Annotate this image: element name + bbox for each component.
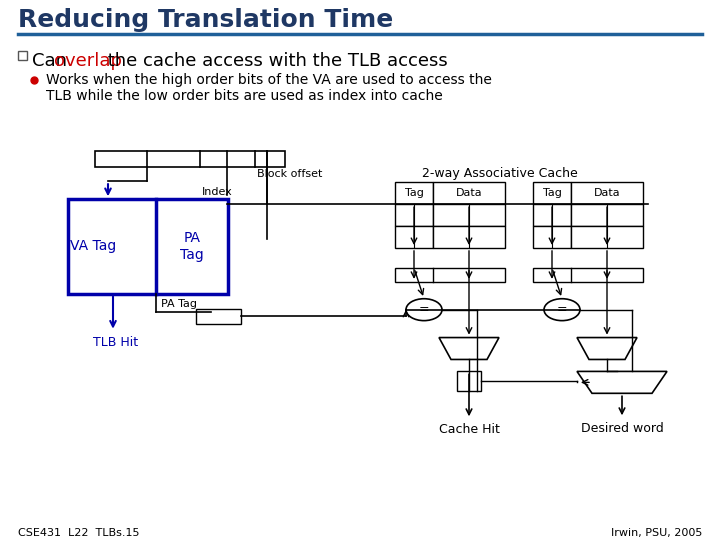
Text: the cache access with the TLB access: the cache access with the TLB access	[102, 52, 448, 70]
Text: Cache Hit: Cache Hit	[438, 423, 500, 436]
Bar	[68, 199, 228, 294]
Polygon shape	[577, 372, 667, 393]
Bar	[571, 182, 643, 204]
Text: PA
Tag: PA Tag	[180, 231, 204, 261]
Text: Works when the high order bits of the VA are used to access the: Works when the high order bits of the VA…	[46, 73, 492, 87]
Bar	[395, 268, 505, 282]
Text: Block offset: Block offset	[257, 169, 323, 179]
Bar	[395, 182, 433, 204]
Text: Tag: Tag	[405, 188, 423, 198]
Bar	[18, 51, 27, 60]
Bar	[533, 182, 571, 204]
Bar	[457, 372, 481, 392]
Bar	[395, 204, 433, 226]
Text: Tag: Tag	[543, 188, 562, 198]
Ellipse shape	[406, 299, 442, 321]
Text: overlap: overlap	[54, 52, 122, 70]
Text: 2-way Associative Cache: 2-way Associative Cache	[422, 167, 578, 180]
Bar	[395, 226, 433, 248]
Bar	[571, 226, 643, 248]
Text: TLB Hit: TLB Hit	[93, 335, 138, 348]
Text: PA Tag: PA Tag	[161, 299, 197, 309]
Text: =: =	[557, 303, 567, 316]
Bar	[533, 204, 571, 226]
Text: Index: Index	[202, 187, 233, 197]
Text: Data: Data	[594, 188, 621, 198]
Bar	[95, 151, 285, 167]
Text: Desired word: Desired word	[580, 422, 663, 435]
Bar	[571, 204, 643, 226]
Text: VA Tag: VA Tag	[70, 239, 116, 253]
Text: Irwin, PSU, 2005: Irwin, PSU, 2005	[611, 528, 702, 538]
Text: Reducing Translation Time: Reducing Translation Time	[18, 8, 393, 32]
Text: Data: Data	[456, 188, 482, 198]
Text: CSE431  L22  TLBs.15: CSE431 L22 TLBs.15	[18, 528, 140, 538]
Text: TLB while the low order bits are used as index into cache: TLB while the low order bits are used as…	[46, 89, 443, 103]
Polygon shape	[439, 338, 499, 360]
Text: =: =	[419, 303, 429, 316]
Text: Can: Can	[32, 52, 73, 70]
Bar	[433, 204, 505, 226]
Bar	[433, 226, 505, 248]
Bar	[533, 268, 643, 282]
Bar	[533, 226, 571, 248]
Bar	[196, 309, 241, 323]
Ellipse shape	[544, 299, 580, 321]
Polygon shape	[577, 338, 637, 360]
Bar	[433, 182, 505, 204]
